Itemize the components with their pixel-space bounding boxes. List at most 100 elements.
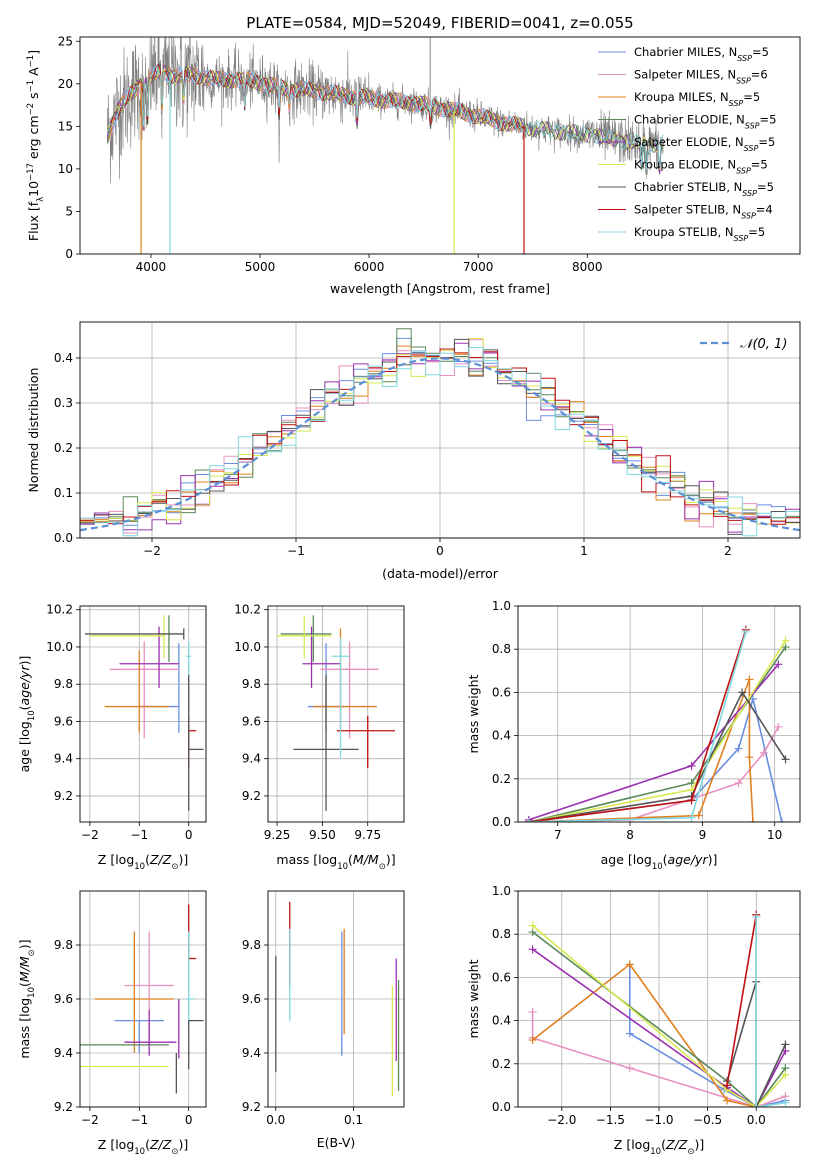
data-point-marker [528,945,537,954]
legend-text: =4 [756,203,773,217]
legend-text: =5 [752,45,769,59]
legend-text: Salpeter STELIB, N [634,203,741,217]
y-tick-label: 0.4 [492,729,511,743]
label-part: Z [log [98,852,134,867]
mass-weight-line [528,629,747,822]
y-axis-label: mass weight [466,959,481,1038]
y-tick-label: 9.8 [242,677,261,691]
label-part: Z [log [614,1137,650,1152]
label-part: Z/Z [149,852,172,867]
errorbar-point [188,1019,204,1070]
axes-frame [267,890,405,1108]
legend-subscript: SSP [729,99,744,108]
label-part: ( [17,705,32,710]
legend-entry: Kroupa MILES, NSSP=5 [634,90,760,108]
errorbar-point [320,641,379,739]
y-tick-label: 9.8 [242,938,261,952]
label-part: Flux [f [26,201,41,241]
x-tick-label: 0 [185,1113,193,1127]
label-part: ⊙ [171,862,178,872]
mass-vs-metallicity-panel: −2 −1 09.29.49.69.8Z [log10(Z/Z⊙)]mass [lo… [17,890,207,1157]
legend-entry: Kroupa STELIB, NSSP=5 [634,225,765,243]
label-part: −1 [26,80,36,93]
age-vs-mass-panel: 9.25 9.50 9.75 9.2 9.4 9.6 9.8 10.0 10.2 mass [lo… [234,603,405,872]
label-part: Z/Z [665,1137,688,1152]
data-point-marker [625,1064,634,1073]
legend-text: Kroupa STELIB, N [634,225,734,239]
model-spectrum-line [106,65,664,175]
y-tick-label: 0 [65,247,73,261]
label-part: )] [178,852,188,867]
label-part: mass [log [17,998,32,1059]
label-part: age/yr [17,665,32,706]
label-part: )] [178,1137,188,1152]
residual-histograms [80,328,800,538]
legend-text: Kroupa ELODIE, N [634,158,736,172]
label-part: 10 [134,862,145,872]
y-tick-label: 5 [65,204,73,218]
label-part: ⊙ [27,949,37,956]
data-point-marker [749,818,757,822]
errorbar-point [302,626,341,688]
mass-weight-line [726,914,757,1107]
x-axis-label: mass [log10(M/M⊙)] [276,852,395,872]
y-tick-label: 0.3 [54,396,73,410]
data-point-marker [687,761,696,770]
label-part: −1 [26,55,36,68]
y-tick-label: 9.6 [242,714,261,728]
legend-text: =5 [751,158,768,172]
data-point-marker [759,748,768,757]
legend-text: =5 [760,113,777,127]
legend-subscript: SSP [736,166,751,175]
data-point-marker [781,755,790,764]
errorbar-point [188,674,204,811]
data-point-marker [781,636,790,645]
errorbars [275,901,400,1097]
y-tick-label: 0.8 [492,927,511,941]
label-part: 10 [652,862,663,872]
legend-text: Chabrier MILES, N [634,45,737,59]
legend-text: =5 [743,90,760,104]
mass-weight-line [532,924,786,1107]
x-tick-label: 9 [699,828,707,842]
mass-weight-line [528,631,747,822]
legend-text: Salpeter ELODIE, N [634,135,744,149]
y-tick-label: 15 [58,119,73,133]
y-tick-label: 20 [58,77,73,91]
errorbar-point [109,641,179,739]
data-point-marker [687,796,696,805]
legend-text: Kroupa MILES, N [634,90,729,104]
label-part: 10 [650,1147,661,1157]
y-tick-label: 9.4 [242,1046,261,1060]
mass-weight-line [528,640,787,822]
legend-text: Chabrier STELIB, N [634,180,742,194]
spectrum-panel: 4000 5000 6000 7000 8000 0 5 10 15 20 25 wavelength… [26,34,801,296]
x-axis-label: Z [log10(Z/Z⊙)] [98,852,188,872]
y-tick-label: 9.6 [242,992,261,1006]
label-part: ( [145,852,150,867]
mass-weight-line [532,931,787,1107]
y-tick-label: 10.2 [46,603,73,617]
model-spectrum-line [106,65,664,170]
y-axis-label: mass [log10(M/M⊙)] [17,939,37,1058]
axes-frame [79,321,801,539]
data-point-marker [625,1029,634,1038]
x-tick-label: 8000 [572,260,603,274]
label-part: )] [708,852,718,867]
model-spectrum-line [107,66,522,141]
mass-weight-line [532,948,787,1107]
legend-subscript: SSP [741,211,756,220]
data-point-marker [752,1103,761,1107]
y-axis-label: Normed distribution [26,368,41,493]
label-part: 10 [27,710,37,721]
legend-entry: Chabrier STELIB, NSSP=5 [634,180,774,198]
y-tick-label: 9.6 [54,714,73,728]
x-axis-label: wavelength [Angstrom, rest frame] [330,281,550,296]
mass-weight-lines [528,910,790,1107]
x-tick-label: −2 [143,544,161,558]
data-point-marker [734,779,743,788]
y-tick-label: 0.6 [492,970,511,984]
mass-weight-line [528,695,783,822]
label-part: )] [694,1137,704,1152]
y-tick-label: 0.2 [492,772,511,786]
